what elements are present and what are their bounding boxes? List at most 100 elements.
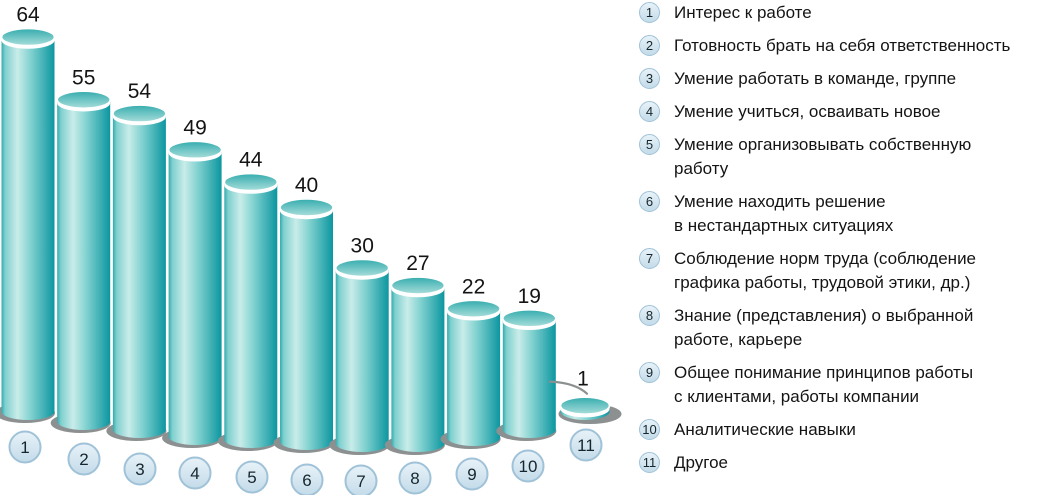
cylinder-top	[223, 172, 279, 192]
category-badge	[344, 464, 378, 495]
value-label: 44	[239, 149, 263, 172]
category-badge	[511, 449, 545, 483]
cylinder-top	[112, 104, 167, 123]
legend-number-badge: 3	[639, 68, 660, 89]
category-badge-number: 11	[577, 436, 595, 455]
legend-item: 8 Знание (представления) о выбранной раб…	[639, 304, 1043, 352]
legend-number-badge: 5	[639, 134, 660, 155]
category-badge-number: 3	[135, 460, 144, 479]
legend-item: 3 Умение работать в команде, группе	[639, 67, 1043, 91]
legend-label: Другое	[674, 453, 729, 472]
category-badge-number: 4	[190, 464, 199, 483]
cylinder-top	[390, 276, 446, 295]
cylinder-top	[334, 258, 390, 278]
legend-number-badge: 4	[639, 101, 660, 122]
cylinder-bar-8	[384, 276, 446, 455]
legend-number: 11	[642, 454, 657, 470]
bars-layer	[0, 27, 622, 455]
cylinder-bar-1	[0, 27, 56, 423]
category-badge	[398, 461, 432, 495]
cylinder-bar-5	[217, 172, 279, 451]
cylinder-body	[447, 308, 501, 446]
category-badge-number: 1	[20, 438, 29, 457]
legend-label: Умение учиться, осваивать новое	[674, 102, 941, 121]
cylinder-body	[224, 182, 278, 448]
legend-item: 1 Интерес к работе	[639, 1, 1043, 25]
cylinder-top	[279, 198, 334, 217]
cylinder-bar-7	[329, 258, 390, 455]
cylinder-top	[56, 90, 111, 110]
category-badge	[67, 442, 101, 476]
category-badge-number: 7	[356, 472, 365, 491]
legend-label: Умение работать в команде, группе	[674, 69, 957, 88]
legend-number: 4	[645, 103, 654, 119]
cylinder-top	[0, 27, 56, 47]
legend-number: 2	[645, 37, 654, 53]
category-badge	[455, 457, 489, 491]
category-badge	[178, 456, 212, 490]
chart-legend: 1 Интерес к работе 2 Готовность брать на…	[639, 1, 1043, 475]
legend-item: 10 Аналитические навыки	[639, 418, 1043, 442]
legend-number: 9	[645, 364, 654, 380]
legend-number-badge: 11	[639, 452, 660, 473]
legend-number-badge: 10	[639, 419, 660, 440]
value-labels-layer: 64 55 54 49 44 40 30 27 22 19 1	[16, 4, 589, 395]
cylinder-bar-2	[50, 90, 111, 433]
cylinder-bar-11	[558, 396, 622, 424]
callout-line	[548, 380, 589, 395]
legend-label: Умение находить решение в нестандартных …	[674, 192, 894, 235]
legend-item: 11 Другое	[639, 451, 1043, 475]
cylinder-body	[1, 37, 55, 420]
cylinder-body	[335, 268, 389, 452]
cylinder-top	[501, 309, 557, 328]
value-label: 64	[16, 4, 40, 27]
legend-number-badge: 2	[639, 35, 660, 56]
legend-number-badge: 7	[639, 248, 660, 269]
cylinder-top	[559, 396, 611, 415]
value-label: 1	[577, 368, 589, 391]
cylinder-body	[502, 318, 556, 438]
cylinder-bar-6	[273, 198, 334, 453]
legend-number-badge: 1	[639, 2, 660, 23]
category-badge	[569, 428, 603, 462]
category-badges-layer: 1 2 3 4 5 6 7 8 9 10 11	[8, 428, 603, 495]
legend-item: 7 Соблюдение норм труда (соблюдение граф…	[639, 247, 1043, 295]
legend-number-badge: 9	[639, 362, 660, 383]
legend-number: 1	[645, 4, 654, 20]
legend-number: 8	[645, 307, 654, 323]
cylinder-body	[57, 99, 111, 430]
value-label: 19	[518, 285, 541, 308]
legend-label: Умение организовывать собственную работу	[674, 135, 972, 178]
chart-canvas: 1 2 3 4 5 6 7 8 9 10 11 64 55 54 49 44 40 30 27 22 19 1	[0, 4, 622, 495]
legend-item: 6 Умение находить решение в нестандартны…	[639, 190, 1043, 238]
legend-item: 9 Общее понимание принципов работы с кли…	[639, 361, 1043, 409]
legend-label: Знание (представления) о выбранной работ…	[674, 306, 974, 349]
category-badge-number: 2	[79, 450, 88, 469]
legend-number: 6	[645, 193, 654, 209]
cylinder-bar-9	[440, 299, 501, 449]
category-badge-number: 10	[519, 457, 538, 476]
cylinder-bar-4	[162, 140, 223, 448]
category-badge	[235, 460, 269, 494]
category-badge-number: 8	[410, 469, 419, 488]
legend-number-badge: 6	[639, 191, 660, 212]
value-label: 22	[462, 275, 485, 298]
legend-label: Соблюдение норм труда (соблюдение график…	[674, 249, 977, 292]
legend-number: 5	[645, 136, 654, 152]
legend-label: Общее понимание принципов работы с клиен…	[674, 363, 974, 406]
category-badge	[123, 452, 157, 486]
value-label: 49	[183, 116, 206, 139]
category-badge-number: 6	[302, 471, 311, 490]
cylinder-bar-10	[496, 309, 557, 441]
category-badge-number: 9	[467, 465, 476, 484]
legend-label: Готовность брать на себя ответственность	[674, 36, 1011, 55]
cylinder-body	[168, 149, 222, 445]
category-badge-number: 5	[247, 468, 256, 487]
legend-label: Аналитические навыки	[674, 420, 856, 439]
legend-item: 2 Готовность брать на себя ответственнос…	[639, 34, 1043, 58]
legend-number: 3	[645, 70, 654, 86]
cylinder-top	[167, 140, 223, 160]
cylinder-body	[391, 285, 445, 452]
legend-item: 5 Умение организовывать собственную рабо…	[639, 133, 1043, 181]
